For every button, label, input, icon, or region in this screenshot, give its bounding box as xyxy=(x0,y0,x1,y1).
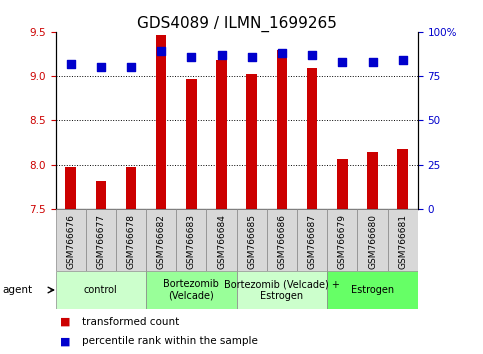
Point xyxy=(127,64,135,70)
Bar xyxy=(237,209,267,271)
Text: GSM766680: GSM766680 xyxy=(368,214,377,269)
Bar xyxy=(297,209,327,271)
Bar xyxy=(388,209,418,271)
Text: GSM766677: GSM766677 xyxy=(96,214,105,269)
Point xyxy=(339,59,346,65)
Text: percentile rank within the sample: percentile rank within the sample xyxy=(82,336,258,347)
Bar xyxy=(186,79,197,209)
Text: GSM766686: GSM766686 xyxy=(277,214,286,269)
Bar xyxy=(357,209,388,271)
Bar xyxy=(156,35,167,209)
Text: GSM766679: GSM766679 xyxy=(338,214,347,269)
Text: GSM766684: GSM766684 xyxy=(217,214,226,269)
Text: ■: ■ xyxy=(60,336,71,347)
Text: GSM766683: GSM766683 xyxy=(187,214,196,269)
Bar xyxy=(246,74,257,209)
Text: GSM766685: GSM766685 xyxy=(247,214,256,269)
Point xyxy=(248,54,256,59)
Text: agent: agent xyxy=(2,285,32,295)
Bar xyxy=(65,167,76,209)
Text: GSM766678: GSM766678 xyxy=(127,214,136,269)
Text: Bortezomib (Velcade) +
Estrogen: Bortezomib (Velcade) + Estrogen xyxy=(224,279,340,301)
Bar xyxy=(367,152,378,209)
Point xyxy=(278,50,286,56)
Text: GSM766676: GSM766676 xyxy=(66,214,75,269)
Text: Estrogen: Estrogen xyxy=(351,285,394,295)
Bar xyxy=(96,181,106,209)
Bar xyxy=(126,167,136,209)
Bar xyxy=(146,271,237,309)
Point xyxy=(369,59,376,65)
Bar xyxy=(216,60,227,209)
Bar xyxy=(86,209,116,271)
Point xyxy=(187,54,195,59)
Text: GSM766687: GSM766687 xyxy=(308,214,317,269)
Bar xyxy=(337,159,348,209)
Text: GSM766681: GSM766681 xyxy=(398,214,407,269)
Bar xyxy=(237,271,327,309)
Bar xyxy=(327,209,357,271)
Bar xyxy=(146,209,176,271)
Point xyxy=(157,48,165,54)
Text: control: control xyxy=(84,285,118,295)
Text: transformed count: transformed count xyxy=(82,316,179,327)
Bar xyxy=(176,209,207,271)
Bar xyxy=(267,209,297,271)
Bar xyxy=(207,209,237,271)
Text: Bortezomib
(Velcade): Bortezomib (Velcade) xyxy=(163,279,219,301)
Point xyxy=(218,52,226,58)
Text: GSM766682: GSM766682 xyxy=(156,214,166,269)
Bar xyxy=(56,271,146,309)
Bar xyxy=(56,209,86,271)
Bar xyxy=(398,149,408,209)
Point xyxy=(67,61,74,67)
Bar xyxy=(277,51,287,209)
Title: GDS4089 / ILMN_1699265: GDS4089 / ILMN_1699265 xyxy=(137,16,337,32)
Point xyxy=(97,64,105,70)
Point xyxy=(308,52,316,58)
Bar xyxy=(116,209,146,271)
Text: ■: ■ xyxy=(60,316,71,327)
Bar xyxy=(327,271,418,309)
Point xyxy=(399,57,407,63)
Bar xyxy=(307,68,317,209)
